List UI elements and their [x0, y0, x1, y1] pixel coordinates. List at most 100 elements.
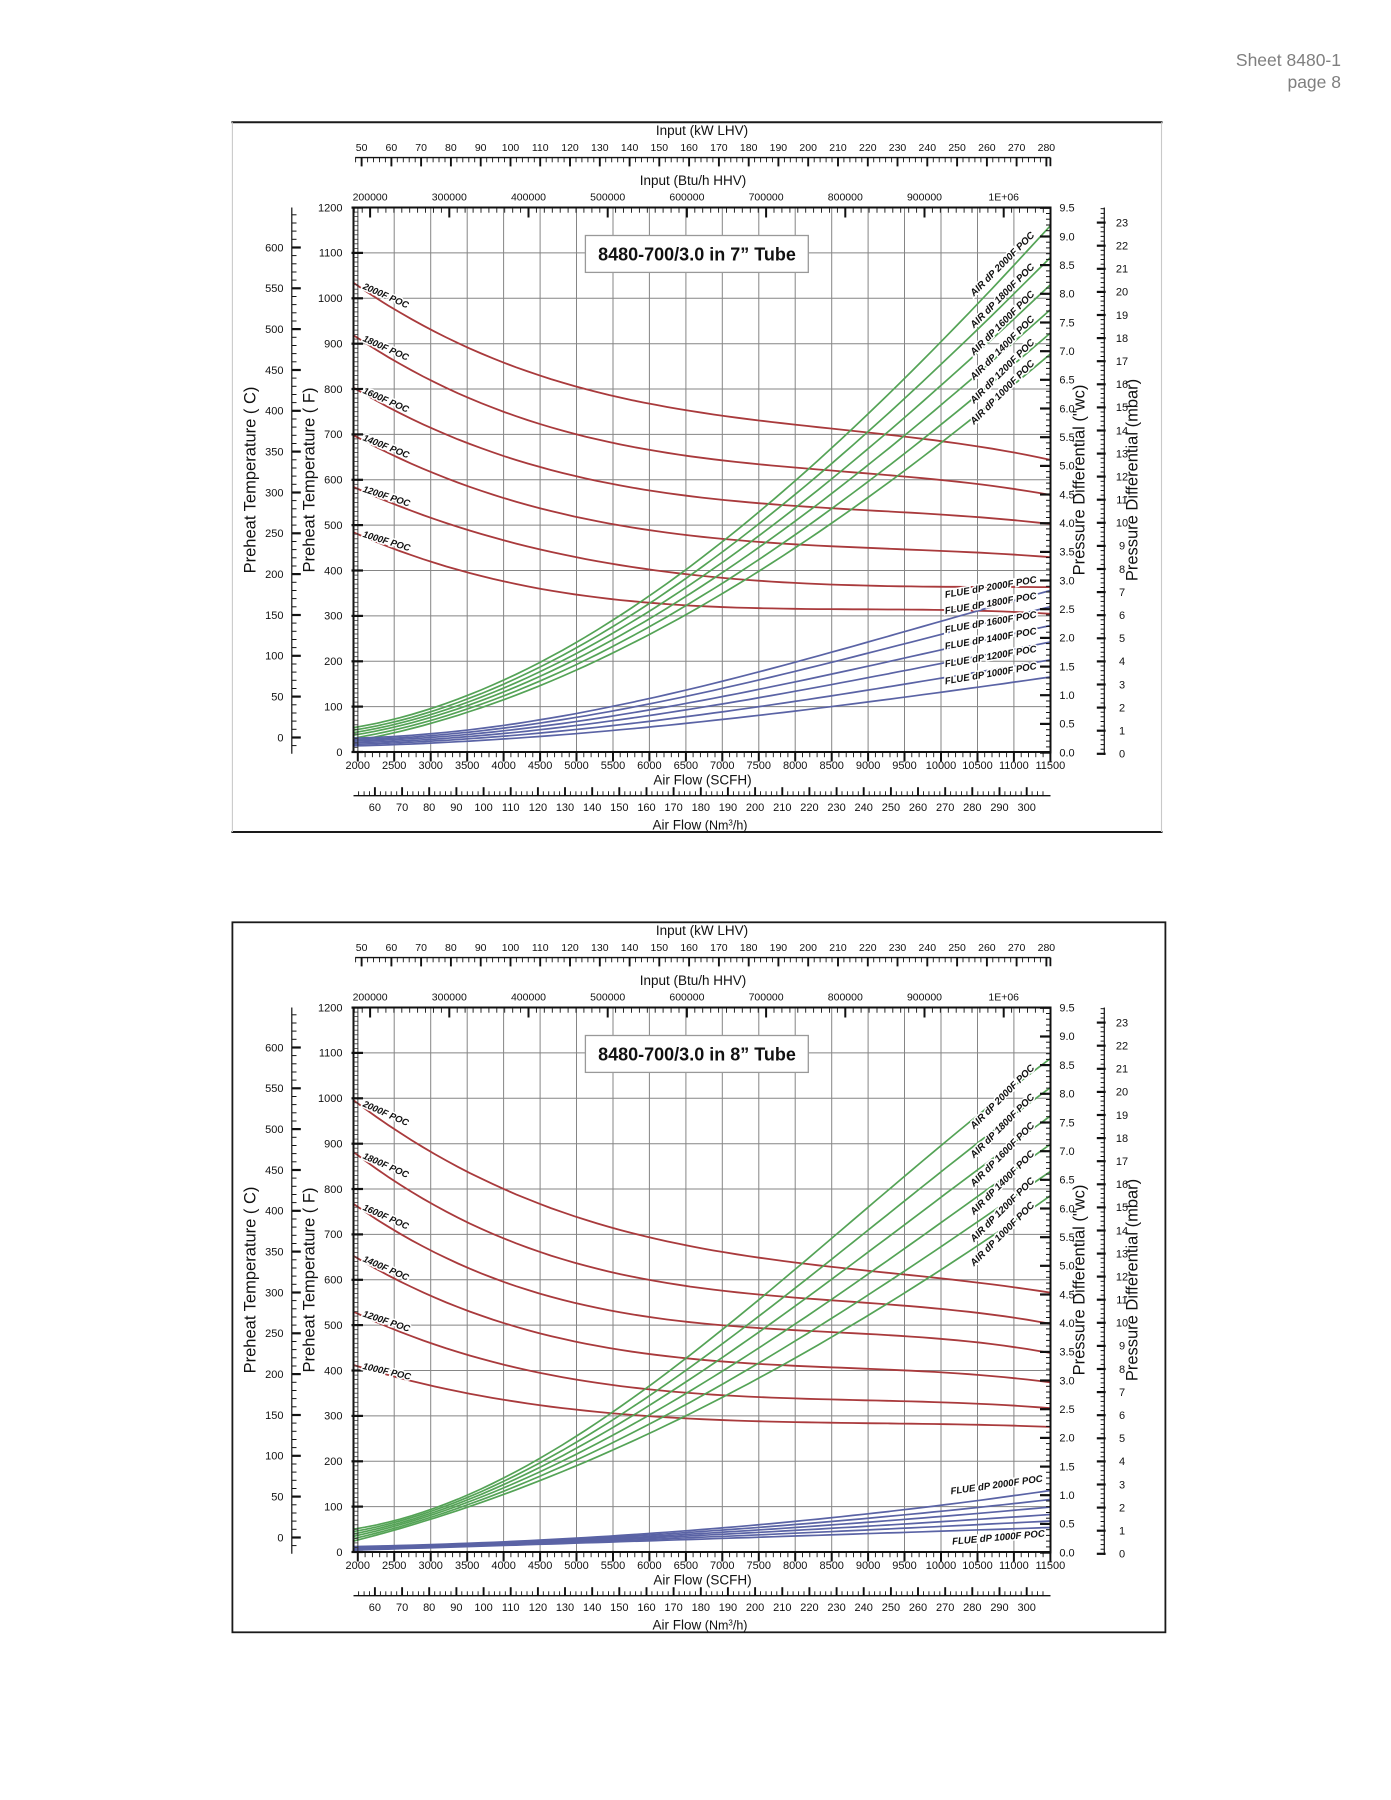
svg-text:160: 160	[637, 802, 655, 814]
svg-text:1200: 1200	[318, 1002, 342, 1014]
svg-text:60: 60	[386, 142, 398, 154]
svg-text:1.5: 1.5	[1059, 661, 1074, 673]
svg-text:3: 3	[1119, 1479, 1125, 1491]
svg-text:270: 270	[1008, 942, 1026, 954]
svg-text:1200F POC: 1200F POC	[362, 484, 412, 509]
svg-text:21: 21	[1116, 264, 1128, 276]
svg-text:1000F POC: 1000F POC	[362, 1361, 412, 1382]
svg-text:4500: 4500	[528, 760, 552, 772]
svg-text:2: 2	[1119, 1502, 1125, 1514]
svg-text:0: 0	[1119, 1549, 1125, 1561]
svg-text:6: 6	[1119, 1410, 1125, 1422]
svg-text:1000F POC: 1000F POC	[362, 529, 412, 553]
svg-text:260: 260	[978, 942, 996, 954]
svg-text:13: 13	[1116, 1248, 1128, 1260]
svg-text:8500: 8500	[819, 760, 843, 772]
svg-text:5500: 5500	[601, 1560, 625, 1572]
svg-text:250: 250	[882, 802, 900, 814]
svg-text:6: 6	[1119, 610, 1125, 622]
svg-text:Preheat Temperature ( F): Preheat Temperature ( F)	[301, 1188, 319, 1373]
svg-text:8: 8	[1119, 1364, 1125, 1376]
svg-text:3: 3	[1119, 679, 1125, 691]
svg-text:7: 7	[1119, 587, 1125, 599]
svg-text:130: 130	[556, 1602, 574, 1614]
svg-text:Input (Btu/h HHV): Input (Btu/h HHV)	[640, 973, 747, 988]
svg-text:600000: 600000	[669, 191, 704, 203]
svg-text:8.0: 8.0	[1059, 289, 1074, 301]
svg-text:270: 270	[1008, 142, 1026, 154]
svg-text:9.5: 9.5	[1059, 203, 1074, 215]
svg-text:5500: 5500	[601, 760, 625, 772]
svg-text:900000: 900000	[907, 191, 942, 203]
svg-text:Preheat Temperature ( C): Preheat Temperature ( C)	[242, 1187, 260, 1374]
svg-text:280: 280	[963, 802, 981, 814]
svg-text:Air Flow (SCFH): Air Flow (SCFH)	[653, 773, 751, 788]
svg-text:350: 350	[265, 446, 283, 458]
svg-text:Pressure Differential ("wc): Pressure Differential ("wc)	[1071, 385, 1089, 576]
svg-text:3500: 3500	[455, 760, 479, 772]
svg-text:1000: 1000	[318, 1093, 342, 1105]
svg-text:260: 260	[909, 802, 927, 814]
svg-text:10000: 10000	[926, 1560, 957, 1572]
svg-text:5000: 5000	[564, 1560, 588, 1572]
svg-text:100: 100	[265, 651, 283, 663]
svg-text:17: 17	[1116, 356, 1128, 368]
svg-text:140: 140	[621, 142, 639, 154]
svg-text:130: 130	[591, 942, 609, 954]
svg-text:14: 14	[1116, 1225, 1128, 1237]
svg-text:6500: 6500	[674, 760, 698, 772]
svg-text:100: 100	[502, 142, 520, 154]
svg-text:4500: 4500	[528, 1560, 552, 1572]
svg-text:180: 180	[692, 802, 710, 814]
svg-text:4.0: 4.0	[1059, 1318, 1074, 1330]
svg-text:450: 450	[265, 1165, 283, 1177]
svg-text:10500: 10500	[962, 760, 993, 772]
svg-text:290: 290	[990, 1602, 1008, 1614]
svg-text:Input (kW LHV): Input (kW LHV)	[656, 123, 748, 138]
svg-text:9500: 9500	[892, 1560, 916, 1572]
svg-text:9.5: 9.5	[1059, 1003, 1074, 1015]
svg-text:250: 250	[265, 528, 283, 540]
svg-text:800000: 800000	[828, 991, 863, 1003]
svg-text:170: 170	[710, 942, 728, 954]
svg-text:17: 17	[1116, 1156, 1128, 1168]
svg-text:270: 270	[936, 802, 954, 814]
svg-text:11000: 11000	[999, 760, 1029, 772]
svg-text:240: 240	[919, 942, 937, 954]
svg-text:1200: 1200	[318, 202, 342, 214]
svg-text:5000: 5000	[564, 760, 588, 772]
svg-text:600: 600	[265, 1042, 283, 1054]
svg-text:4000: 4000	[491, 1560, 515, 1572]
svg-text:150: 150	[265, 610, 283, 622]
svg-text:10: 10	[1116, 518, 1128, 530]
svg-text:page 8: page 8	[1287, 72, 1341, 92]
svg-text:550: 550	[265, 283, 283, 295]
svg-text:0.5: 0.5	[1059, 719, 1074, 731]
svg-text:450: 450	[265, 365, 283, 377]
svg-text:9: 9	[1119, 541, 1125, 553]
svg-text:5.0: 5.0	[1059, 1261, 1074, 1273]
svg-text:5.0: 5.0	[1059, 461, 1074, 473]
svg-text:280: 280	[1038, 142, 1056, 154]
svg-text:100: 100	[265, 1451, 283, 1463]
svg-text:20: 20	[1116, 1087, 1128, 1099]
svg-text:18: 18	[1116, 333, 1128, 345]
svg-text:5.5: 5.5	[1059, 432, 1074, 444]
svg-text:240: 240	[855, 802, 873, 814]
svg-text:110: 110	[532, 942, 549, 954]
svg-text:600: 600	[324, 1275, 342, 1287]
svg-text:10000: 10000	[926, 760, 957, 772]
svg-text:140: 140	[583, 802, 601, 814]
svg-text:3.5: 3.5	[1059, 1347, 1074, 1359]
svg-text:6.0: 6.0	[1059, 403, 1074, 415]
svg-text:110: 110	[502, 1602, 520, 1614]
svg-text:4: 4	[1119, 656, 1125, 668]
svg-text:2000: 2000	[346, 760, 370, 772]
svg-text:190: 190	[770, 942, 788, 954]
svg-text:60: 60	[386, 942, 398, 954]
svg-text:Pressure Differential (mbar): Pressure Differential (mbar)	[1124, 1179, 1142, 1381]
svg-text:6.5: 6.5	[1059, 1175, 1074, 1187]
svg-text:80: 80	[423, 802, 435, 814]
svg-text:4.0: 4.0	[1059, 518, 1074, 530]
svg-text:1E+06: 1E+06	[988, 991, 1019, 1003]
